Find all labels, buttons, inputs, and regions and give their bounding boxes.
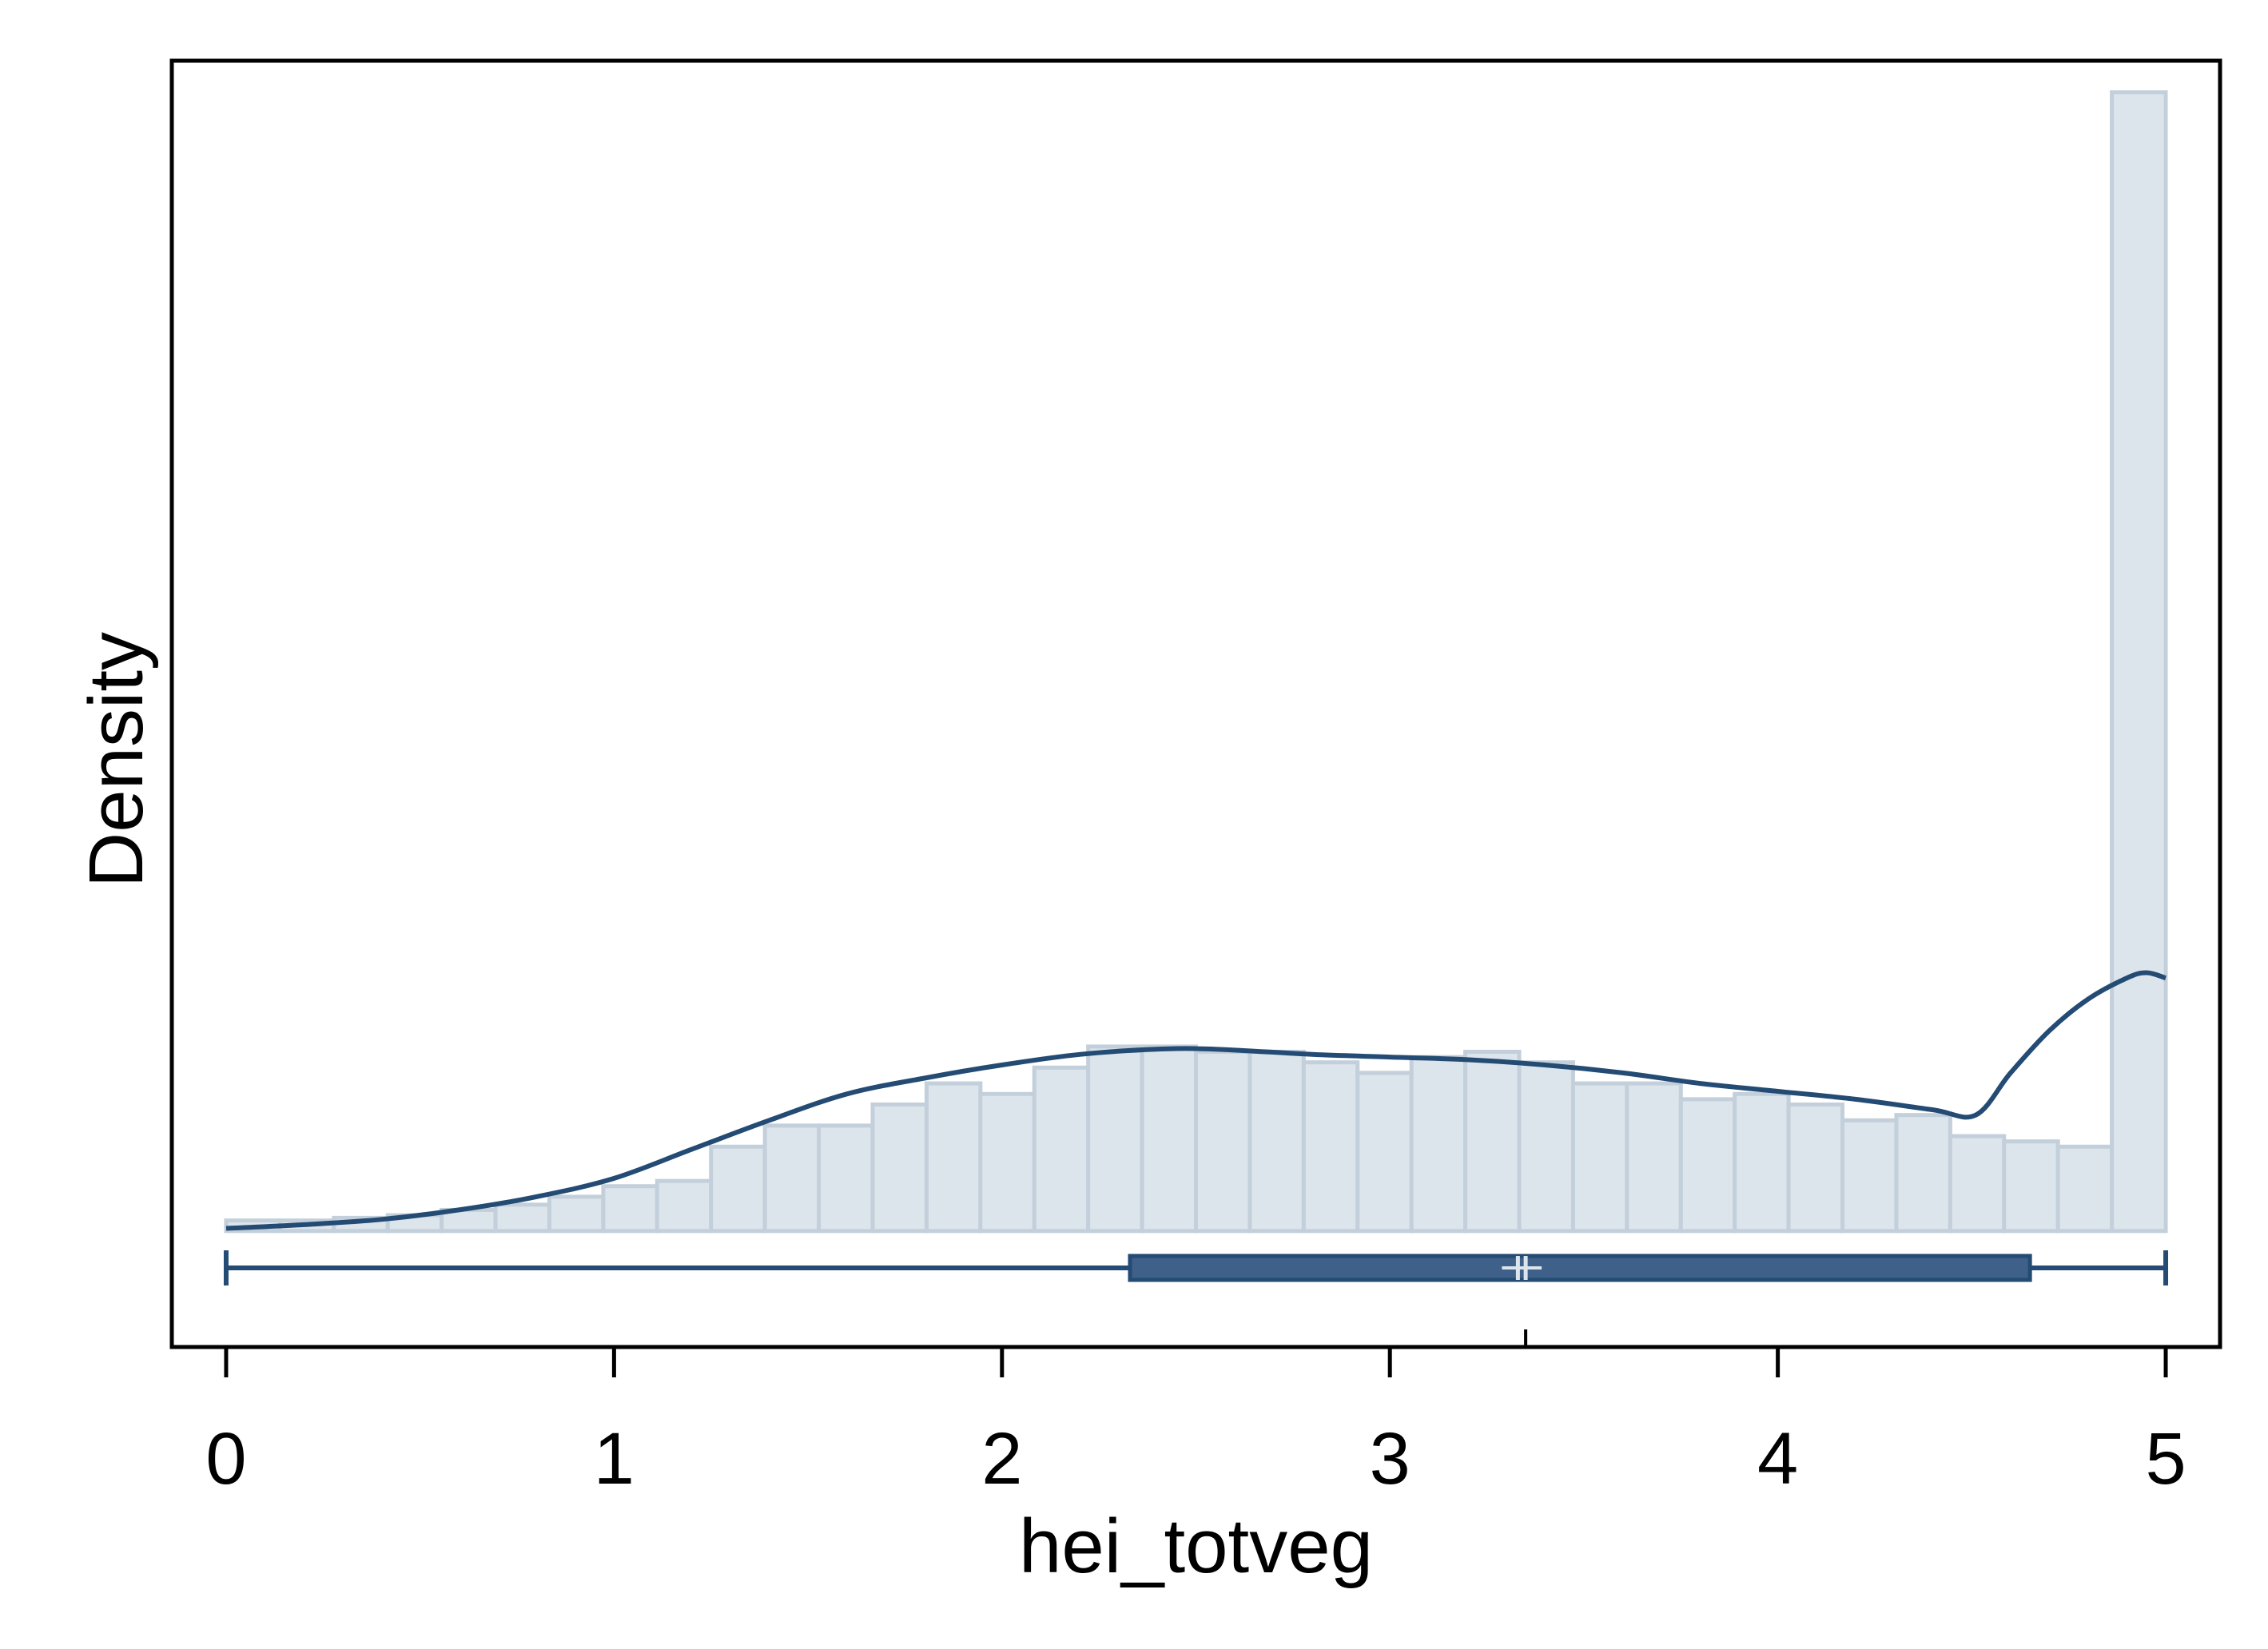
histogram-bar	[924, 1081, 983, 1234]
histogram-bar	[1948, 1134, 2007, 1234]
histogram-bar	[1086, 1044, 1144, 1234]
histogram-bar	[547, 1194, 606, 1234]
x-axis-ticks: 0 1 2 3 4 5	[205, 1347, 2186, 1500]
histogram-bar	[1409, 1055, 1468, 1234]
histogram-bar	[1194, 1049, 1252, 1234]
histogram-bar	[2110, 90, 2168, 1234]
histogram-bar	[493, 1202, 551, 1234]
histogram-bar	[2055, 1144, 2115, 1234]
x-tick-label: 2	[981, 1418, 1022, 1500]
x-tick-label: 5	[2145, 1418, 2186, 1500]
x-tick-label: 1	[594, 1418, 635, 1500]
histogram-bar	[1570, 1081, 1629, 1234]
histogram-bar	[817, 1123, 875, 1234]
histogram-bar	[1355, 1071, 1414, 1234]
histogram-bar	[1517, 1060, 1575, 1234]
histogram-bar	[2002, 1139, 2060, 1234]
histogram-bar	[1032, 1065, 1091, 1234]
histogram-bar	[1463, 1049, 1522, 1234]
histogram-bar	[655, 1178, 714, 1234]
histogram-bar	[1678, 1097, 1737, 1234]
histogram-bar	[1625, 1081, 1683, 1234]
histogram-bar	[978, 1091, 1037, 1234]
boxplot-box	[1128, 1254, 2032, 1282]
y-axis-label: Density	[74, 632, 159, 888]
x-axis-label: hei_totveg	[1019, 1504, 1373, 1589]
plot-frame	[169, 58, 2222, 1349]
histogram-bar	[1733, 1091, 1791, 1234]
histogram-bar	[1786, 1102, 1845, 1234]
histogram-bar	[1840, 1118, 1899, 1234]
x-tick-label: 3	[1370, 1418, 1411, 1500]
histogram-bars	[224, 90, 2168, 1234]
x-tick-label: 4	[1757, 1418, 1798, 1500]
histogram-bar	[1140, 1044, 1199, 1234]
kde-layer	[225, 970, 2167, 1231]
histogram-bar	[1301, 1060, 1360, 1234]
histogram-bar	[1247, 1049, 1306, 1234]
histogram-bar	[709, 1144, 767, 1234]
histogram-bar	[762, 1123, 822, 1234]
x-tick-label: 0	[205, 1418, 246, 1500]
kde-line	[225, 970, 2167, 1231]
histogram-bar	[601, 1184, 659, 1234]
histogram-bar	[1894, 1113, 1952, 1234]
boxplot	[223, 1250, 2169, 1347]
histogram-bar	[870, 1102, 929, 1234]
